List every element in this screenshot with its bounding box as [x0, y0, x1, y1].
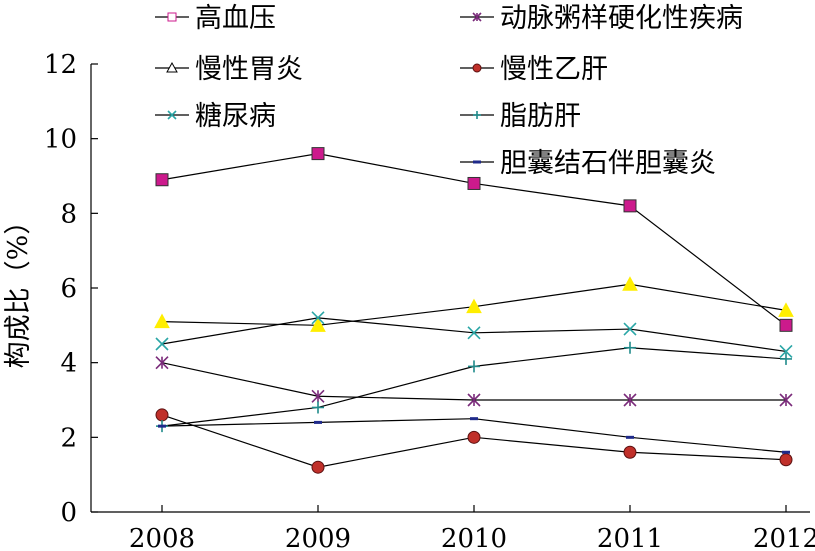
legend-label: 动脉粥样硬化性疾病: [500, 3, 743, 34]
y-tick-label: 0: [60, 498, 77, 528]
data-point-x: [155, 337, 169, 351]
data-point-plus: [473, 111, 481, 119]
data-point-circle: [467, 430, 481, 444]
y-tick-label: 10: [44, 125, 77, 155]
data-point-square: [311, 147, 325, 161]
y-tick-label: 4: [60, 349, 77, 379]
legend-label: 糖尿病: [195, 101, 276, 132]
data-point-dash: [314, 420, 322, 424]
data-point-x: [779, 344, 793, 359]
data-point-star: [779, 393, 793, 407]
data-point-square: [623, 199, 637, 213]
y-tick-label: 12: [44, 50, 77, 80]
x-ticks: 2008 2009 2010 2011 2012: [129, 505, 815, 551]
data-point-x: [623, 322, 637, 336]
legend-label: 胆囊结石伴胆囊炎: [500, 148, 716, 179]
data-point-triangle: [166, 61, 178, 73]
legend-item: 胆囊结石伴胆囊炎: [460, 148, 716, 179]
data-point-circle: [623, 445, 637, 459]
data-point-plus: [624, 341, 636, 354]
x-tick-label: 2010: [441, 524, 507, 551]
y-ticks: 0 2 4 6 8 10 12: [44, 50, 98, 528]
data-point-x: [467, 326, 481, 340]
legend-label: 高血压: [195, 3, 276, 34]
y-tick-label: 8: [60, 199, 77, 229]
y-axis-title: 构成比（%）: [3, 208, 34, 369]
legend-item: 糖尿病: [155, 101, 276, 132]
data-point-star: [155, 356, 169, 370]
data-point-x: [167, 110, 177, 120]
legend-item: 动脉粥样硬化性疾病: [460, 3, 743, 34]
data-point-circle: [311, 460, 325, 474]
data-point-circle: [155, 408, 169, 422]
data-point-dash: [470, 417, 478, 421]
legend-item: 高血压: [155, 3, 276, 34]
y-tick-label: 6: [60, 274, 77, 304]
data-point-square: [779, 318, 793, 332]
legend-label: 脂肪肝: [500, 101, 581, 132]
data-point-triangle: [622, 276, 638, 291]
data-point-dash: [158, 424, 166, 428]
x-tick-label: 2008: [129, 524, 195, 551]
data-point-triangle: [778, 302, 794, 317]
series-line: [161, 347, 787, 427]
data-point-triangle: [466, 298, 482, 314]
data-point-circle: [472, 63, 482, 73]
data-point-plus: [780, 352, 792, 365]
x-tick-label: 2009: [285, 524, 351, 551]
data-point-star: [623, 393, 637, 407]
data-point-circle: [779, 453, 793, 467]
x-tick-label: 2012: [753, 524, 815, 551]
data-point-dash: [626, 435, 634, 439]
data-point-plus: [468, 360, 480, 373]
data-point-star: [467, 393, 481, 407]
data-point-x: [311, 311, 325, 325]
legend-label: 慢性乙肝: [500, 54, 608, 85]
data-point-plus: [312, 401, 324, 414]
series-markers: [154, 147, 794, 474]
data-point-triangle: [310, 317, 326, 332]
legend-item: 脂肪肝: [460, 101, 581, 132]
data-point-square: [155, 173, 169, 187]
data-point-dash: [782, 450, 790, 454]
series-line: [161, 317, 787, 353]
data-point-dash: [473, 160, 481, 164]
data-point-square: [467, 176, 481, 190]
data-point-star: [472, 12, 482, 22]
legend-label: 慢性胃炎: [195, 54, 303, 85]
data-point-triangle: [154, 313, 170, 329]
data-point-star: [311, 389, 325, 403]
legend-item: 慢性胃炎: [155, 54, 303, 85]
x-tick-label: 2011: [597, 524, 663, 551]
data-point-square: [167, 12, 177, 22]
legend-item: 慢性乙肝: [460, 54, 608, 85]
y-tick-label: 2: [60, 423, 77, 453]
